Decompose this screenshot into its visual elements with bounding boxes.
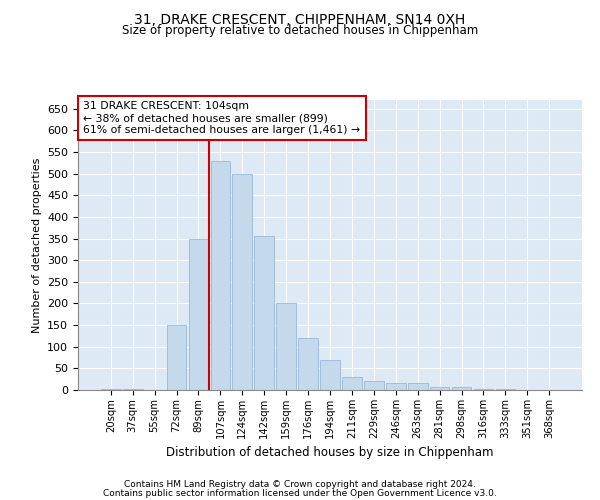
- Bar: [430, 386, 449, 390]
- Bar: [254, 236, 274, 390]
- Text: 31 DRAKE CRESCENT: 104sqm
← 38% of detached houses are smaller (899)
61% of semi: 31 DRAKE CRESCENT: 104sqm ← 38% of detac…: [83, 102, 360, 134]
- Y-axis label: Number of detached properties: Number of detached properties: [32, 158, 41, 332]
- Bar: [496, 389, 515, 390]
- Bar: [386, 383, 406, 390]
- Bar: [473, 388, 493, 390]
- Bar: [298, 338, 318, 390]
- Bar: [452, 386, 472, 390]
- Bar: [101, 388, 121, 390]
- Bar: [211, 160, 230, 390]
- X-axis label: Distribution of detached houses by size in Chippenham: Distribution of detached houses by size …: [166, 446, 494, 460]
- Text: Size of property relative to detached houses in Chippenham: Size of property relative to detached ho…: [122, 24, 478, 37]
- Text: 31, DRAKE CRESCENT, CHIPPENHAM, SN14 0XH: 31, DRAKE CRESCENT, CHIPPENHAM, SN14 0XH: [134, 12, 466, 26]
- Text: Contains public sector information licensed under the Open Government Licence v3: Contains public sector information licen…: [103, 489, 497, 498]
- Bar: [320, 360, 340, 390]
- Text: Contains HM Land Registry data © Crown copyright and database right 2024.: Contains HM Land Registry data © Crown c…: [124, 480, 476, 489]
- Bar: [167, 325, 187, 390]
- Bar: [342, 377, 362, 390]
- Bar: [123, 389, 143, 390]
- Bar: [188, 238, 208, 390]
- Bar: [276, 304, 296, 390]
- Bar: [408, 383, 428, 390]
- Bar: [232, 174, 252, 390]
- Bar: [364, 382, 384, 390]
